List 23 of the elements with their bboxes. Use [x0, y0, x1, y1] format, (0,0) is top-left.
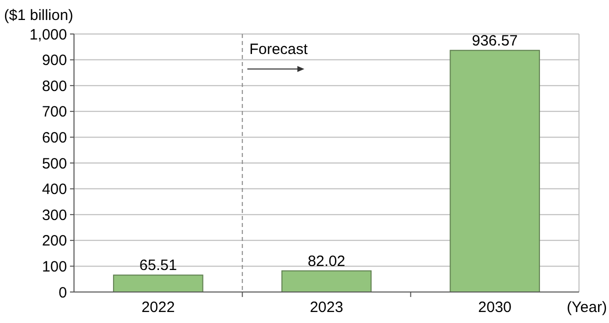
y-tick-label: 800 — [42, 78, 67, 95]
x-tick-label: 2022 — [141, 299, 175, 316]
y-tick-label: 300 — [42, 206, 67, 224]
y-axis-title: ($1 billion) — [4, 7, 74, 24]
y-tick-label: 1,000 — [29, 26, 67, 44]
y-tick-label: 900 — [42, 52, 67, 70]
y-tick-label: 500 — [42, 155, 67, 172]
x-tick-label: 2030 — [478, 299, 512, 316]
bar — [450, 50, 540, 292]
y-tick-label: 600 — [42, 129, 67, 146]
x-tick-label: 2023 — [310, 299, 344, 316]
data-label: 65.51 — [139, 257, 177, 274]
ref-line-label: Forecast — [249, 41, 309, 58]
data-label: 82.02 — [308, 252, 346, 270]
y-tick-label: 100 — [42, 258, 67, 276]
x-axis-title: (Year) — [566, 299, 607, 316]
y-tick-label: 700 — [42, 104, 67, 121]
bar — [281, 270, 372, 292]
bar — [113, 274, 204, 292]
y-tick-label: 200 — [42, 232, 67, 250]
y-tick-label: 0 — [58, 284, 67, 302]
data-label: 936.57 — [472, 32, 518, 50]
y-tick-label: 400 — [42, 181, 67, 198]
